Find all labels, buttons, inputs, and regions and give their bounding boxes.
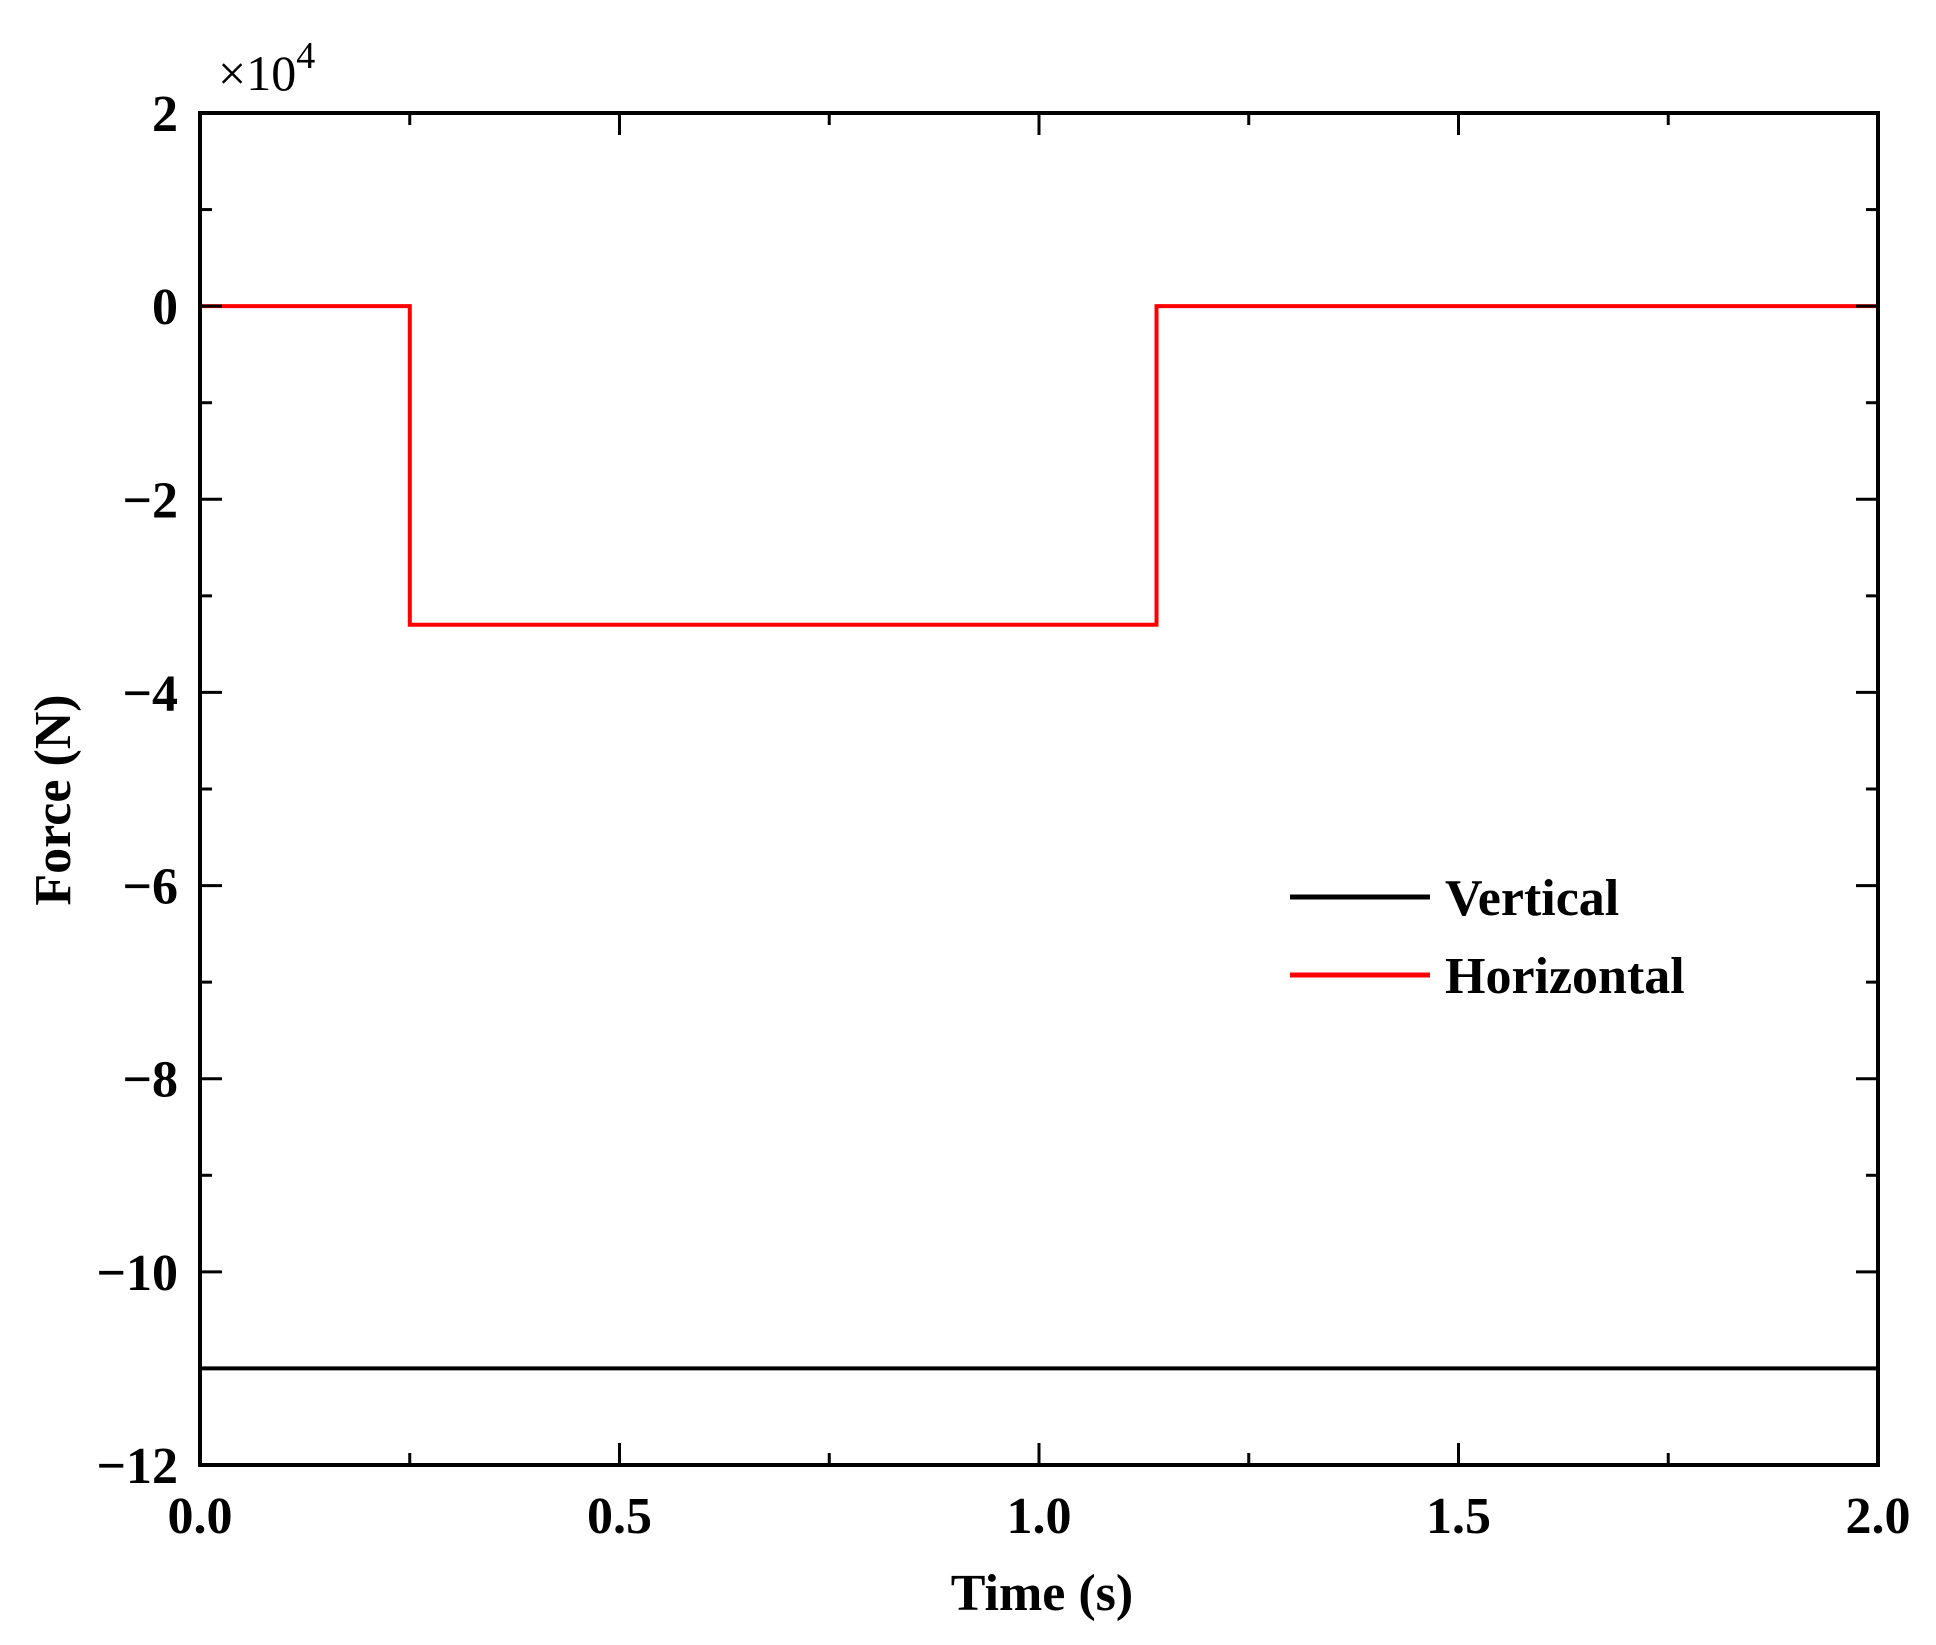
tick-labels-layer: 0.0 0.5 1.0 1.5 2.0 2 0 −2 −4 −6 −8 −10 −12 — [96, 86, 1910, 1545]
ticks-layer — [198, 111, 1880, 1467]
y-axis-title: Force (N) — [25, 694, 82, 905]
legend: Vertical Horizontal — [1290, 870, 1685, 1005]
y-tick-label: 2 — [152, 86, 178, 143]
series-layer — [200, 304, 1878, 1371]
y-tick-label: −10 — [96, 1245, 178, 1302]
y-axis-multiplier-base: ×10 — [218, 45, 296, 101]
x-tick-label: 0.0 — [168, 1488, 233, 1545]
y-axis-multiplier-exponent: 4 — [296, 35, 315, 77]
x-axis-title: Time (s) — [951, 1565, 1133, 1622]
x-tick-label: 0.5 — [587, 1488, 652, 1545]
series-line-horizontal — [200, 304, 1878, 627]
y-tick-label: −2 — [122, 472, 178, 529]
plot-frame — [198, 111, 1880, 1467]
y-tick-label: 0 — [152, 279, 178, 336]
x-tick-label: 2.0 — [1846, 1488, 1911, 1545]
y-axis-multiplier: ×104 — [218, 35, 315, 101]
legend-label-horizontal: Horizontal — [1445, 948, 1685, 1005]
y-tick-label: −4 — [122, 665, 178, 722]
x-tick-label: 1.5 — [1426, 1488, 1491, 1545]
x-tick-label: 1.0 — [1007, 1488, 1072, 1545]
legend-label-vertical: Vertical — [1445, 870, 1619, 927]
y-tick-label: −6 — [122, 859, 178, 916]
y-tick-label: −8 — [122, 1052, 178, 1109]
y-tick-label: −12 — [96, 1438, 178, 1495]
